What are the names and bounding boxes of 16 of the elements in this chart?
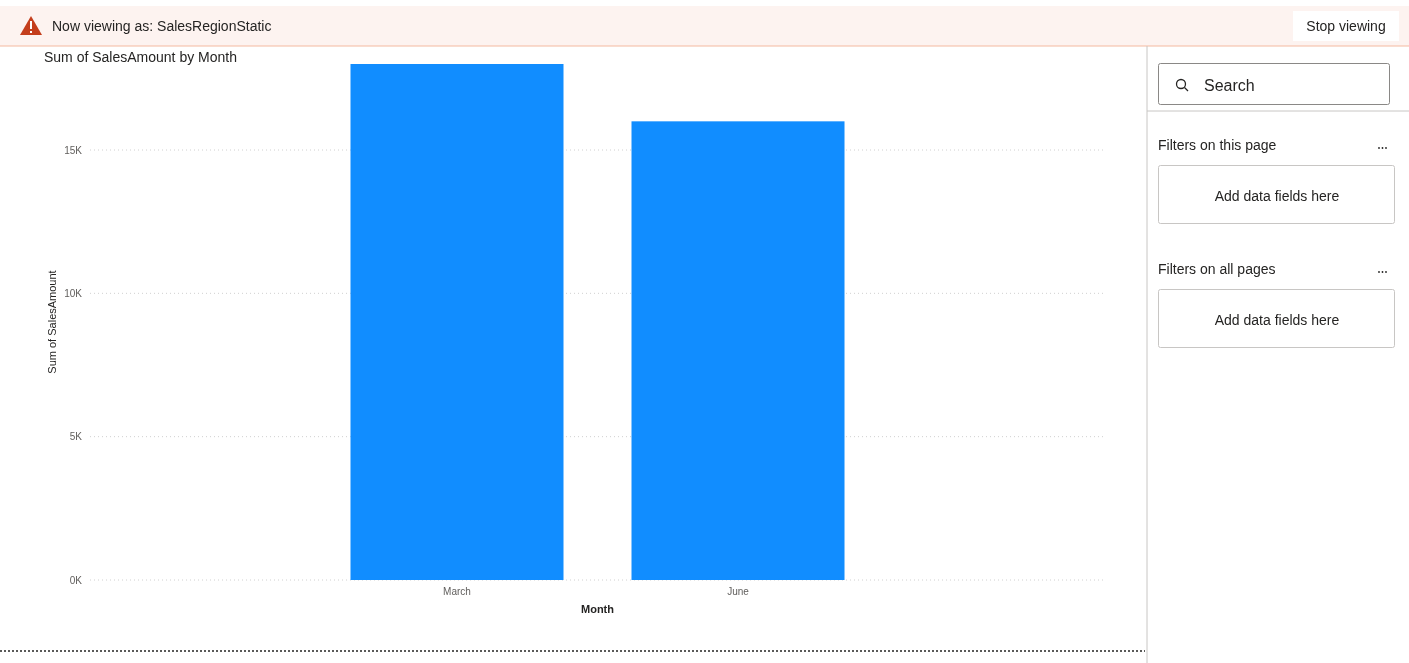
text: Filters on all pages bbox=[1158, 261, 1276, 277]
x-tick-label: June bbox=[727, 586, 750, 597]
x-axis-title: Month bbox=[581, 603, 615, 615]
y-axis-title: Sum of SalesAmount bbox=[46, 270, 58, 374]
text: Add data fields here bbox=[1214, 312, 1340, 328]
text: Add data fields here bbox=[1214, 188, 1340, 204]
y-tick-label: 10K bbox=[64, 287, 83, 299]
x-tick-label: March bbox=[443, 586, 471, 597]
text: Stop viewing bbox=[1306, 18, 1386, 34]
text: Now viewing as: SalesRegionStatic bbox=[52, 18, 272, 34]
y-tick-label: 0K bbox=[69, 574, 83, 586]
text: Search bbox=[1204, 77, 1255, 94]
y-tick-label: 15K bbox=[64, 144, 83, 156]
y-tick-label: 5K bbox=[69, 431, 83, 443]
text: Filters on this page bbox=[1158, 137, 1277, 153]
chart-title: Sum of SalesAmount by Month bbox=[44, 49, 237, 65]
